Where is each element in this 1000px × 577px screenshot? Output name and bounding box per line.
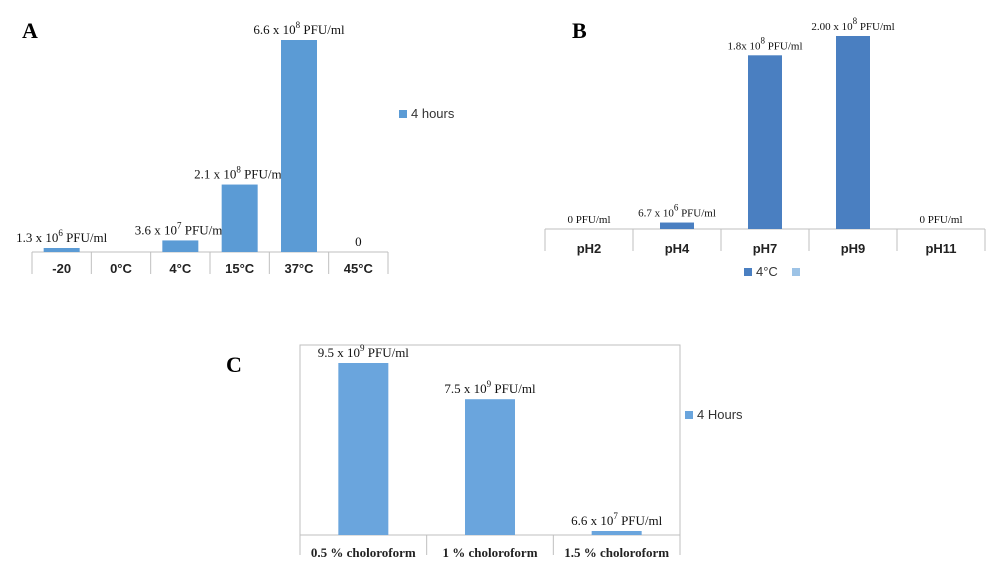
bar-15°C (221, 184, 258, 252)
bar-pH7 (748, 55, 782, 229)
x-tick-label: 1.5 % choloroform (564, 545, 669, 560)
bar-37°C (281, 40, 317, 252)
data-label: 2.00 x 108 PFU/ml (811, 16, 894, 33)
panel-a: A -20 1.3 x 106 PFU/ml 0°C 4°C 3.6 x 107 PFU/… (16, 18, 455, 276)
bar-pH9 (836, 36, 870, 229)
bar-0.5 % choloroform (338, 363, 389, 535)
data-label: 2.1 x 108 PFU/ml (194, 165, 286, 182)
legend-label: 4°C (756, 264, 778, 279)
panel-c: C 0.5 % choloroform 9.5 x 109 PFU/ml 1 % ch… (226, 343, 743, 560)
legend-swatch (792, 268, 800, 276)
data-label: 6.7 x 106 PFU/ml (638, 203, 716, 220)
panel-letter: A (22, 18, 38, 43)
x-tick-label: pH11 (925, 241, 956, 256)
x-tick-label: 1 % choloroform (442, 545, 537, 560)
legend-swatch (744, 268, 752, 276)
bar-pH4 (660, 222, 694, 229)
bar--20 (43, 248, 80, 252)
x-tick-label: 4°C (169, 261, 191, 276)
x-tick-label: -20 (52, 261, 71, 276)
data-label: 6.6 x 108 PFU/ml (253, 20, 345, 37)
x-tick-label: 0°C (110, 261, 132, 276)
legend-swatch (685, 411, 693, 419)
panel-letter: B (572, 18, 587, 43)
x-tick-label: 37°C (284, 261, 314, 276)
legend-swatch (399, 110, 407, 118)
x-tick-label: 45°C (344, 261, 374, 276)
x-tick-label: 0.5 % choloroform (311, 545, 416, 560)
data-label: 1.8x 108 PFU/ml (727, 35, 802, 52)
data-label: 6.6 x 107 PFU/ml (571, 511, 663, 528)
x-tick-label: pH7 (753, 241, 778, 256)
data-label: 3.6 x 107 PFU/ml (135, 220, 227, 237)
x-tick-label: pH2 (577, 241, 602, 256)
data-label: 0 (355, 234, 362, 249)
data-label: 1.3 x 106 PFU/ml (16, 228, 108, 245)
data-label: 7.5 x 109 PFU/ml (444, 379, 536, 396)
legend-label: 4 Hours (697, 407, 743, 422)
x-tick-label: 15°C (225, 261, 255, 276)
x-tick-label: pH4 (665, 241, 690, 256)
legend-label: 4 hours (411, 106, 455, 121)
panel-letter: C (226, 352, 242, 377)
data-label: 0 PFU/ml (567, 214, 610, 226)
bar-4°C (162, 240, 199, 252)
bar-1.5 % choloroform (591, 531, 642, 535)
x-tick-label: pH9 (841, 241, 866, 256)
data-label: 0 PFU/ml (919, 214, 962, 226)
bar-1 % choloroform (465, 399, 515, 535)
data-label: 9.5 x 109 PFU/ml (318, 343, 410, 360)
